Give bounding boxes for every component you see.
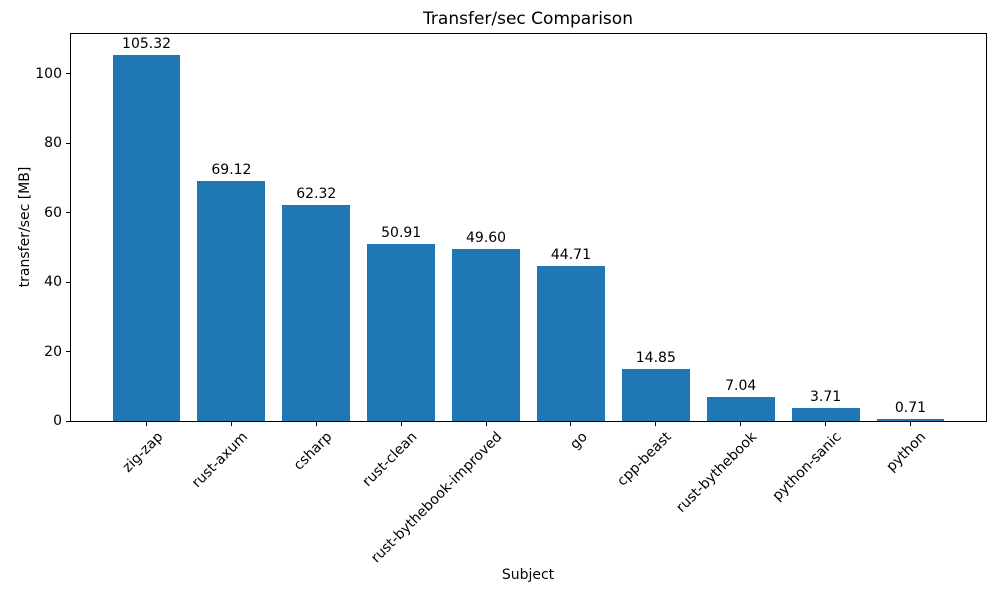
bar-zig-zap: [112, 55, 181, 421]
y-tick-label: 100: [35, 65, 62, 82]
y-tick-mark: [66, 142, 70, 144]
x-tick-label: zig-zap: [119, 429, 166, 476]
plot-area: 105.32 zig-zap 69.12 rust-axum 62.32 csharp 50…: [35, 33, 987, 566]
bar-value-label: 105.32: [122, 36, 172, 53]
bar-value-label: 69.12: [211, 162, 252, 179]
y-tick-mark: [66, 420, 70, 422]
x-tick-label: rust-bythebook: [673, 429, 761, 516]
x-tick-label: cpp-beast: [614, 429, 676, 490]
y-axis-label: transfer/sec [MB]: [17, 166, 33, 288]
x-tick-mark: [315, 422, 317, 426]
bar-rust-bythebook: [706, 396, 775, 421]
bar-rust-clean: [367, 244, 436, 421]
chart-title: Transfer/sec Comparison: [423, 9, 633, 29]
x-tick-mark: [909, 422, 911, 426]
x-tick-mark: [146, 422, 148, 426]
x-tick-mark: [400, 422, 402, 426]
x-tick-mark: [570, 422, 572, 426]
x-tick-label: rust-clean: [359, 429, 421, 490]
x-tick-label: rust-axum: [188, 429, 251, 492]
bar-value-label: 62.32: [296, 185, 337, 202]
y-tick-mark: [66, 212, 70, 214]
x-axis-label: Subject: [501, 567, 555, 583]
y-tick-mark: [66, 73, 70, 75]
y-tick-label: 20: [44, 343, 62, 360]
x-tick-mark: [740, 422, 742, 426]
x-tick-label: csharp: [291, 429, 336, 474]
bar-python: [876, 418, 945, 421]
y-tick-label: 40: [44, 274, 62, 291]
x-tick-mark: [230, 422, 232, 426]
bar-value-label: 3.71: [809, 389, 842, 406]
bar-cpp-beast: [621, 369, 690, 421]
bar-go: [536, 265, 605, 421]
y-tick-label: 80: [44, 135, 62, 152]
x-tick-mark: [655, 422, 657, 426]
bar-value-label: 49.60: [466, 229, 507, 246]
y-tick-mark: [66, 281, 70, 283]
y-tick-mark: [66, 351, 70, 353]
bar-value-label: 50.91: [381, 225, 422, 242]
x-tick-mark: [825, 422, 827, 426]
bar-value-label: 14.85: [635, 350, 676, 367]
x-tick-label: python-sanic: [769, 429, 845, 505]
x-tick-mark: [485, 422, 487, 426]
x-tick-label: python: [883, 429, 930, 475]
bar-python-sanic: [791, 408, 860, 421]
bar-value-label: 0.71: [894, 399, 927, 416]
y-tick-label: 0: [53, 413, 62, 429]
x-tick-label: go: [566, 429, 591, 453]
bar-value-label: 7.04: [725, 377, 757, 394]
bar-rust-bythebook-improved: [452, 248, 520, 421]
bar-rust-axum: [197, 181, 266, 421]
y-tick-label: 60: [44, 204, 62, 221]
bar-value-label: 44.71: [550, 246, 591, 263]
bar-csharp: [282, 204, 351, 421]
